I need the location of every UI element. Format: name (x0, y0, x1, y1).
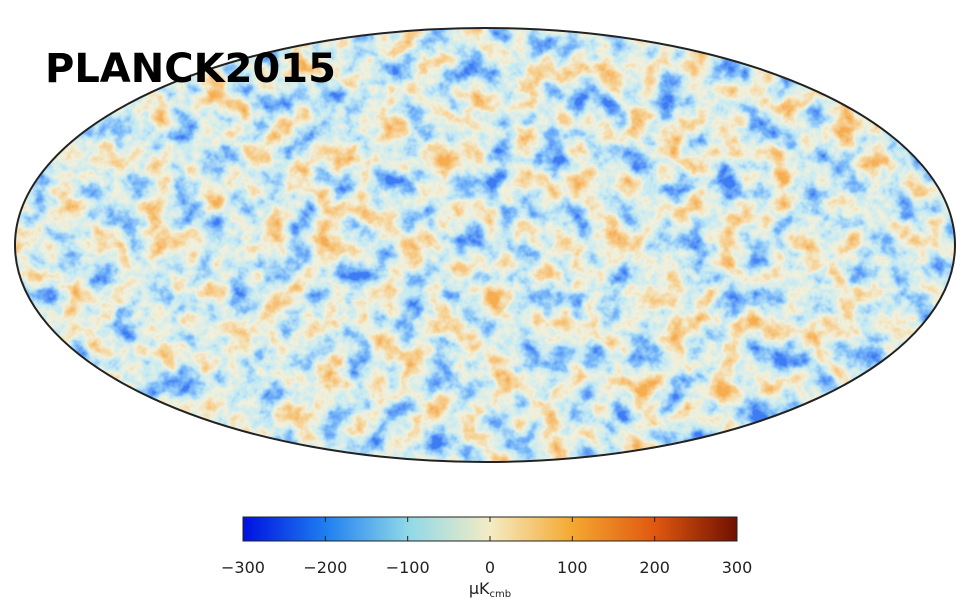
slide: PLANCK2015 −300 −200 −100 0 100 200 300 μKcmb (0, 0, 957, 603)
colorbar-tick-label: −300 (221, 558, 265, 577)
page: PLANCK2015 −300−200−1000100200300 μKcmb … (0, 0, 957, 603)
colorbar-tick-label: 0 (485, 558, 495, 577)
colorbar-label-unit: μK (469, 579, 490, 598)
colorbar-tick-label: 100 (557, 558, 588, 577)
colorbar-tick-label: −200 (303, 558, 347, 577)
chart-title: PLANCK2015 (45, 46, 336, 92)
colorbar-label-sub: cmb (490, 589, 512, 600)
colorbar-tick-label: 200 (639, 558, 670, 577)
colorbar-tick-label: −100 (386, 558, 430, 577)
colorbar-tick-label: 300 (722, 558, 753, 577)
